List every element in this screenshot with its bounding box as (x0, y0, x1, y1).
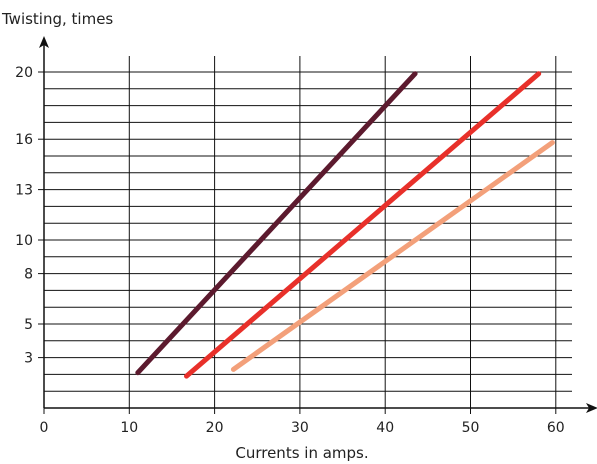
x-tick-label: 40 (376, 420, 394, 436)
y-axis-title: Twisting, times (1, 10, 113, 28)
x-tick-label: 30 (291, 420, 309, 436)
axes (39, 36, 597, 413)
y-tick-label: 20 (15, 65, 33, 81)
x-axis-title: Currents in amps. (235, 444, 368, 462)
y-tick-label: 8 (24, 267, 33, 283)
x-tick-label: 50 (462, 420, 480, 436)
x-tick-label: 20 (206, 420, 224, 436)
series-line-2 (184, 71, 542, 379)
y-tick-label: 5 (24, 317, 33, 333)
tick-labels: 0 10 20 30 40 50 60 3 5 8 10 13 16 20 (15, 65, 565, 436)
x-tick-label: 60 (547, 420, 565, 436)
series-line-1 (135, 71, 418, 376)
x-axis-arrow-icon (586, 403, 597, 413)
y-tick-label: 3 (24, 351, 33, 367)
grid (44, 56, 572, 408)
series (135, 71, 555, 379)
y-axis-arrow-icon (39, 36, 49, 48)
series-line-3 (230, 140, 555, 372)
x-tick-label: 10 (120, 420, 138, 436)
y-tick-label: 13 (15, 183, 33, 199)
x-tick-label: 0 (40, 420, 49, 436)
y-tick-label: 16 (15, 132, 33, 148)
y-tick-label: 10 (15, 233, 33, 249)
